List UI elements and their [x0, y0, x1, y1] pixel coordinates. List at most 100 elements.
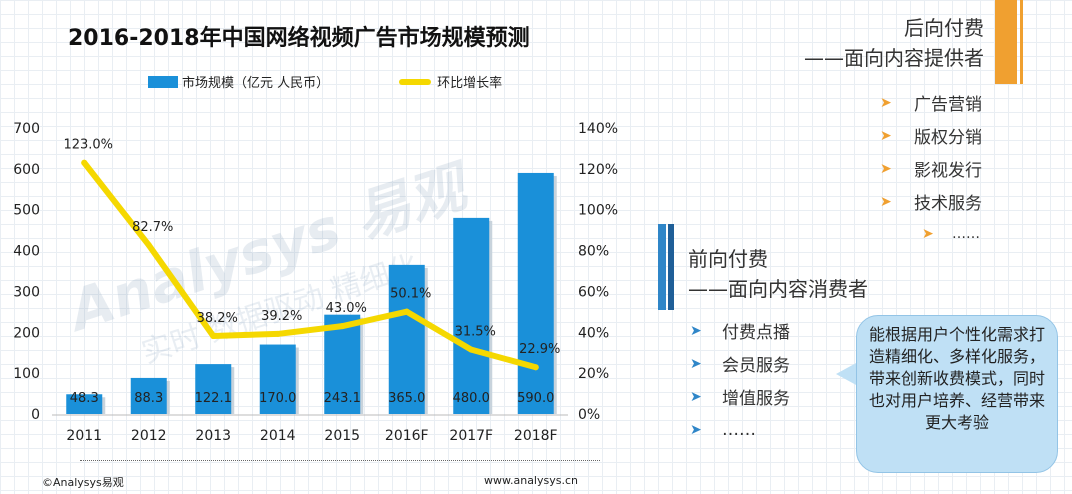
callout-tail	[836, 362, 858, 386]
list-item-label: 付费点播	[722, 323, 790, 343]
list-item-label: 增值服务	[722, 389, 790, 409]
bar-value-label: 243.1	[324, 391, 361, 406]
bar-value-label: 590.0	[517, 391, 554, 406]
bar	[66, 394, 103, 414]
y-left-tick-label: 600	[13, 162, 40, 178]
list-item-label: 会员服务	[722, 356, 790, 376]
front-paid-title: 前向付费	[688, 247, 768, 271]
line-value-label: 43.0%	[326, 301, 367, 316]
line-point	[468, 346, 475, 353]
legend-bar-label: 市场规模（亿元 人民币）	[182, 76, 330, 91]
arrow-right-icon: ➤	[880, 160, 892, 177]
bar	[195, 364, 232, 414]
y-right-tick-label: 0%	[578, 407, 600, 423]
line-point	[403, 308, 410, 315]
legend-bar-swatch	[148, 75, 178, 88]
arrow-right-icon: ➤	[690, 322, 702, 339]
y-left-tick-label: 0	[31, 407, 40, 423]
bar	[517, 172, 554, 414]
x-tick-label: 2011	[66, 428, 102, 444]
y-left-tick-label: 400	[13, 244, 40, 260]
arrow-right-icon: ➤	[690, 388, 702, 405]
y-left-tick-label: 500	[13, 203, 40, 219]
y-right-tick-label: 120%	[578, 162, 618, 178]
x-tick-label: 2016F	[385, 428, 429, 444]
x-tick-label: 2012	[131, 428, 167, 444]
list-item-label: 版权分销	[914, 128, 982, 148]
list-item: ➤ ……	[690, 413, 790, 446]
list-item: ➤ 付费点播	[690, 314, 790, 347]
y-right-tick-label: 60%	[578, 284, 609, 300]
y-right-tick-label: 100%	[578, 203, 618, 219]
y-left-tick-label: 300	[13, 284, 40, 300]
list-item: ➤ 会员服务	[690, 347, 790, 380]
arrow-right-icon: ➤	[880, 127, 892, 144]
y-right-tick-label: 20%	[578, 366, 609, 382]
x-tick-label: 2015	[324, 428, 360, 444]
y-left-tick-label: 100	[13, 366, 40, 382]
line-value-label: 22.9%	[519, 342, 560, 357]
front-paid-list: ➤ 付费点播 ➤ 会员服务 ➤ 增值服务 ➤ ……	[690, 314, 790, 446]
bar-value-label: 170.0	[259, 391, 296, 406]
callout-box: 能根据用户个性化需求打造精细化、多样化服务，带来创新收费模式，同时也对用户培养、…	[856, 315, 1058, 473]
arrow-right-icon: ➤	[880, 94, 892, 111]
website-url: www.analysys.cn	[484, 474, 578, 487]
line-value-label: 50.1%	[390, 287, 431, 302]
x-tick-label: 2014	[260, 428, 296, 444]
y-right-tick-label: 40%	[578, 325, 609, 341]
bar	[324, 314, 361, 414]
list-item-label: 广告营销	[914, 95, 982, 115]
arrow-right-icon: ➤	[690, 421, 702, 438]
arrow-right-icon: ➤	[690, 355, 702, 372]
more-label: ……	[722, 419, 756, 440]
y-right-tick-label: 140%	[578, 121, 618, 137]
footer-divider	[80, 460, 600, 461]
line-value-label: 31.5%	[455, 325, 496, 340]
line-point	[145, 242, 152, 249]
back-paid-list: ➤ 广告营销 ➤ 版权分销 ➤ 影视发行 ➤ 技术服务	[880, 86, 982, 218]
line-value-label: 123.0%	[63, 138, 113, 153]
chart-title: 2016-2018年中国网络视频广告市场规模预测	[68, 26, 530, 51]
bar-value-label: 48.3	[70, 391, 99, 406]
y-left-tick-label: 700	[13, 121, 40, 137]
list-item: ➤ 技术服务	[880, 185, 982, 218]
line-point	[532, 364, 539, 371]
copyright: ©Analysys易观	[42, 476, 124, 489]
bar	[453, 217, 490, 414]
growth-rate-line	[81, 159, 539, 371]
more-label: ……	[952, 226, 980, 242]
list-item: ➤ 版权分销	[880, 119, 982, 152]
bar	[388, 264, 425, 414]
line-point	[81, 159, 88, 166]
bar-value-label: 480.0	[453, 391, 490, 406]
list-item: ➤ 影视发行	[880, 152, 982, 185]
chart-legend: 市场规模（亿元 人民币） 环比增长率	[148, 72, 502, 91]
list-item: ➤ 增值服务	[690, 380, 790, 413]
line-value-label: 38.2%	[197, 311, 238, 326]
front-paid-accent-bar-dark	[668, 224, 674, 310]
line-point	[274, 330, 281, 337]
list-item-label: 影视发行	[914, 161, 982, 181]
back-paid-subtitle: ——面向内容提供者	[804, 46, 984, 70]
x-tick-label: 2018F	[514, 428, 558, 444]
line-value-label: 82.7%	[132, 220, 173, 235]
x-tick-label: 2013	[195, 428, 231, 444]
front-paid-subtitle: ——面向内容消费者	[688, 277, 868, 301]
y-right-tick-label: 80%	[578, 244, 609, 260]
arrow-right-icon: ➤	[922, 226, 934, 242]
line-point	[210, 332, 217, 339]
back-paid-more: ➤ ……	[922, 226, 980, 242]
bar	[130, 377, 167, 414]
arrow-right-icon: ➤	[880, 193, 892, 210]
front-paid-accent-bar	[658, 224, 666, 310]
legend-line-label: 环比增长率	[437, 76, 503, 91]
list-item-label: 技术服务	[914, 194, 982, 214]
list-item: ➤ 广告营销	[880, 86, 982, 119]
x-tick-label: 2017F	[449, 428, 493, 444]
bar	[259, 344, 296, 414]
back-paid-title: 后向付费	[904, 16, 984, 40]
line-value-label: 39.2%	[261, 309, 302, 324]
bar-value-label: 122.1	[195, 391, 232, 406]
legend-line-swatch	[399, 78, 432, 85]
back-paid-accent-bar	[995, 0, 1023, 84]
